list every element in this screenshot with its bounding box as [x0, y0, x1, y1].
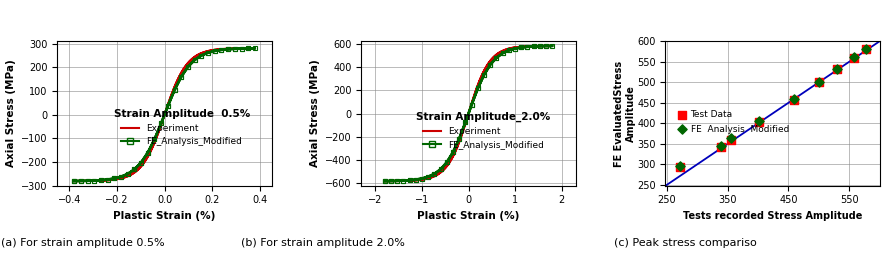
Text: (c) Peak stress compariso: (c) Peak stress compariso: [613, 238, 757, 247]
FE  Analysis  Modified: [723, 136, 737, 140]
X-axis label: Plastic Strain (%): Plastic Strain (%): [113, 211, 216, 221]
Legend: Experiment, FE_Analysis_Modified: Experiment, FE_Analysis_Modified: [413, 109, 554, 153]
FE  Analysis  Modified: [752, 119, 766, 123]
Test Data: [812, 80, 826, 84]
Test Data: [752, 120, 766, 124]
FE  Analysis  Modified: [714, 144, 728, 148]
X-axis label: Plastic Strain (%): Plastic Strain (%): [417, 211, 520, 221]
Legend: Test Data, FE  Analysis  Modified: Test Data, FE Analysis Modified: [674, 107, 793, 137]
Y-axis label: Axial Stress (MPa): Axial Stress (MPa): [309, 60, 320, 167]
Test Data: [673, 165, 687, 169]
Test Data: [847, 56, 861, 60]
Test Data: [714, 145, 728, 149]
Test Data: [830, 67, 844, 71]
Text: (b) For strain amplitude 2.0%: (b) For strain amplitude 2.0%: [240, 238, 405, 247]
Y-axis label: FE EvaluatedStress
Amplitude: FE EvaluatedStress Amplitude: [614, 60, 636, 167]
FE  Analysis  Modified: [847, 55, 861, 59]
Test Data: [859, 47, 873, 52]
FE  Analysis  Modified: [788, 97, 802, 101]
FE  Analysis  Modified: [673, 164, 687, 168]
FE  Analysis  Modified: [812, 80, 826, 84]
FE  Analysis  Modified: [830, 67, 844, 71]
Test Data: [723, 138, 737, 142]
FE  Analysis  Modified: [859, 47, 873, 51]
Y-axis label: Axial Stress (MPa): Axial Stress (MPa): [5, 60, 16, 167]
X-axis label: Tests recorded Stress Amplitude: Tests recorded Stress Amplitude: [682, 211, 862, 221]
Test Data: [788, 98, 802, 102]
Text: (a) For strain amplitude 0.5%: (a) For strain amplitude 0.5%: [1, 238, 164, 247]
Legend: Experiment, FE_Analysis_Modified: Experiment, FE_Analysis_Modified: [110, 106, 254, 150]
